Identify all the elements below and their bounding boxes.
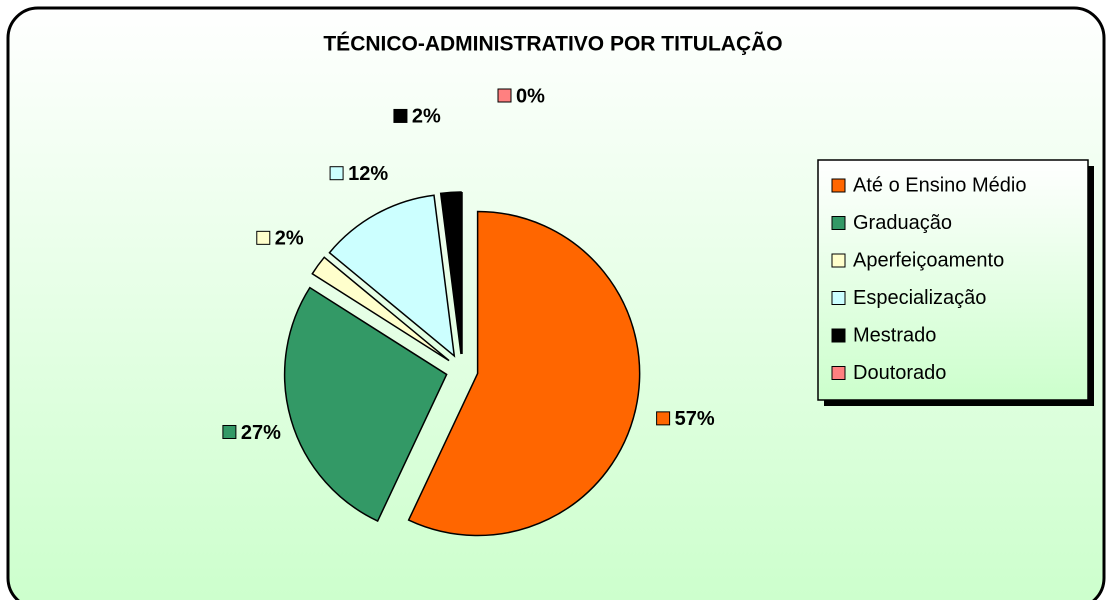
data-label: 0%: [516, 85, 545, 107]
label-marker: [222, 424, 237, 439]
data-label: 2%: [275, 228, 304, 250]
legend-marker: [831, 291, 846, 305]
legend-label: Até o Ensino Médio: [853, 174, 1026, 196]
legend-marker: [831, 178, 846, 193]
pie-slice: [311, 256, 450, 362]
legend-marker: [831, 253, 846, 268]
label-marker: [393, 108, 408, 123]
legend-marker: [831, 328, 846, 343]
legend-label: Doutorado: [853, 362, 946, 384]
legend-marker: [831, 216, 846, 230]
data-label: 57%: [675, 408, 715, 430]
data-label: 27%: [241, 422, 281, 444]
legend-box: [817, 159, 1089, 401]
label-marker: [329, 166, 344, 181]
label-marker: [656, 411, 671, 426]
label-marker: [256, 230, 271, 245]
pie-slice: [439, 191, 462, 355]
legend-label: Mestrado: [853, 324, 936, 346]
legend-label: Especialização: [853, 287, 986, 309]
pie-slice: [407, 210, 641, 537]
legend-marker: [831, 366, 846, 380]
data-label: 12%: [348, 163, 388, 185]
legend-label: Graduação: [853, 212, 952, 234]
chart-title: TÉCNICO-ADMINISTRATIVO POR TITULAÇÃO: [323, 33, 782, 56]
legend-label: Aperfeiçoamento: [853, 249, 1004, 271]
pie-slice: [283, 286, 448, 523]
data-label: 2%: [412, 106, 441, 128]
label-marker: [497, 88, 512, 103]
pie-slice: [328, 194, 456, 358]
